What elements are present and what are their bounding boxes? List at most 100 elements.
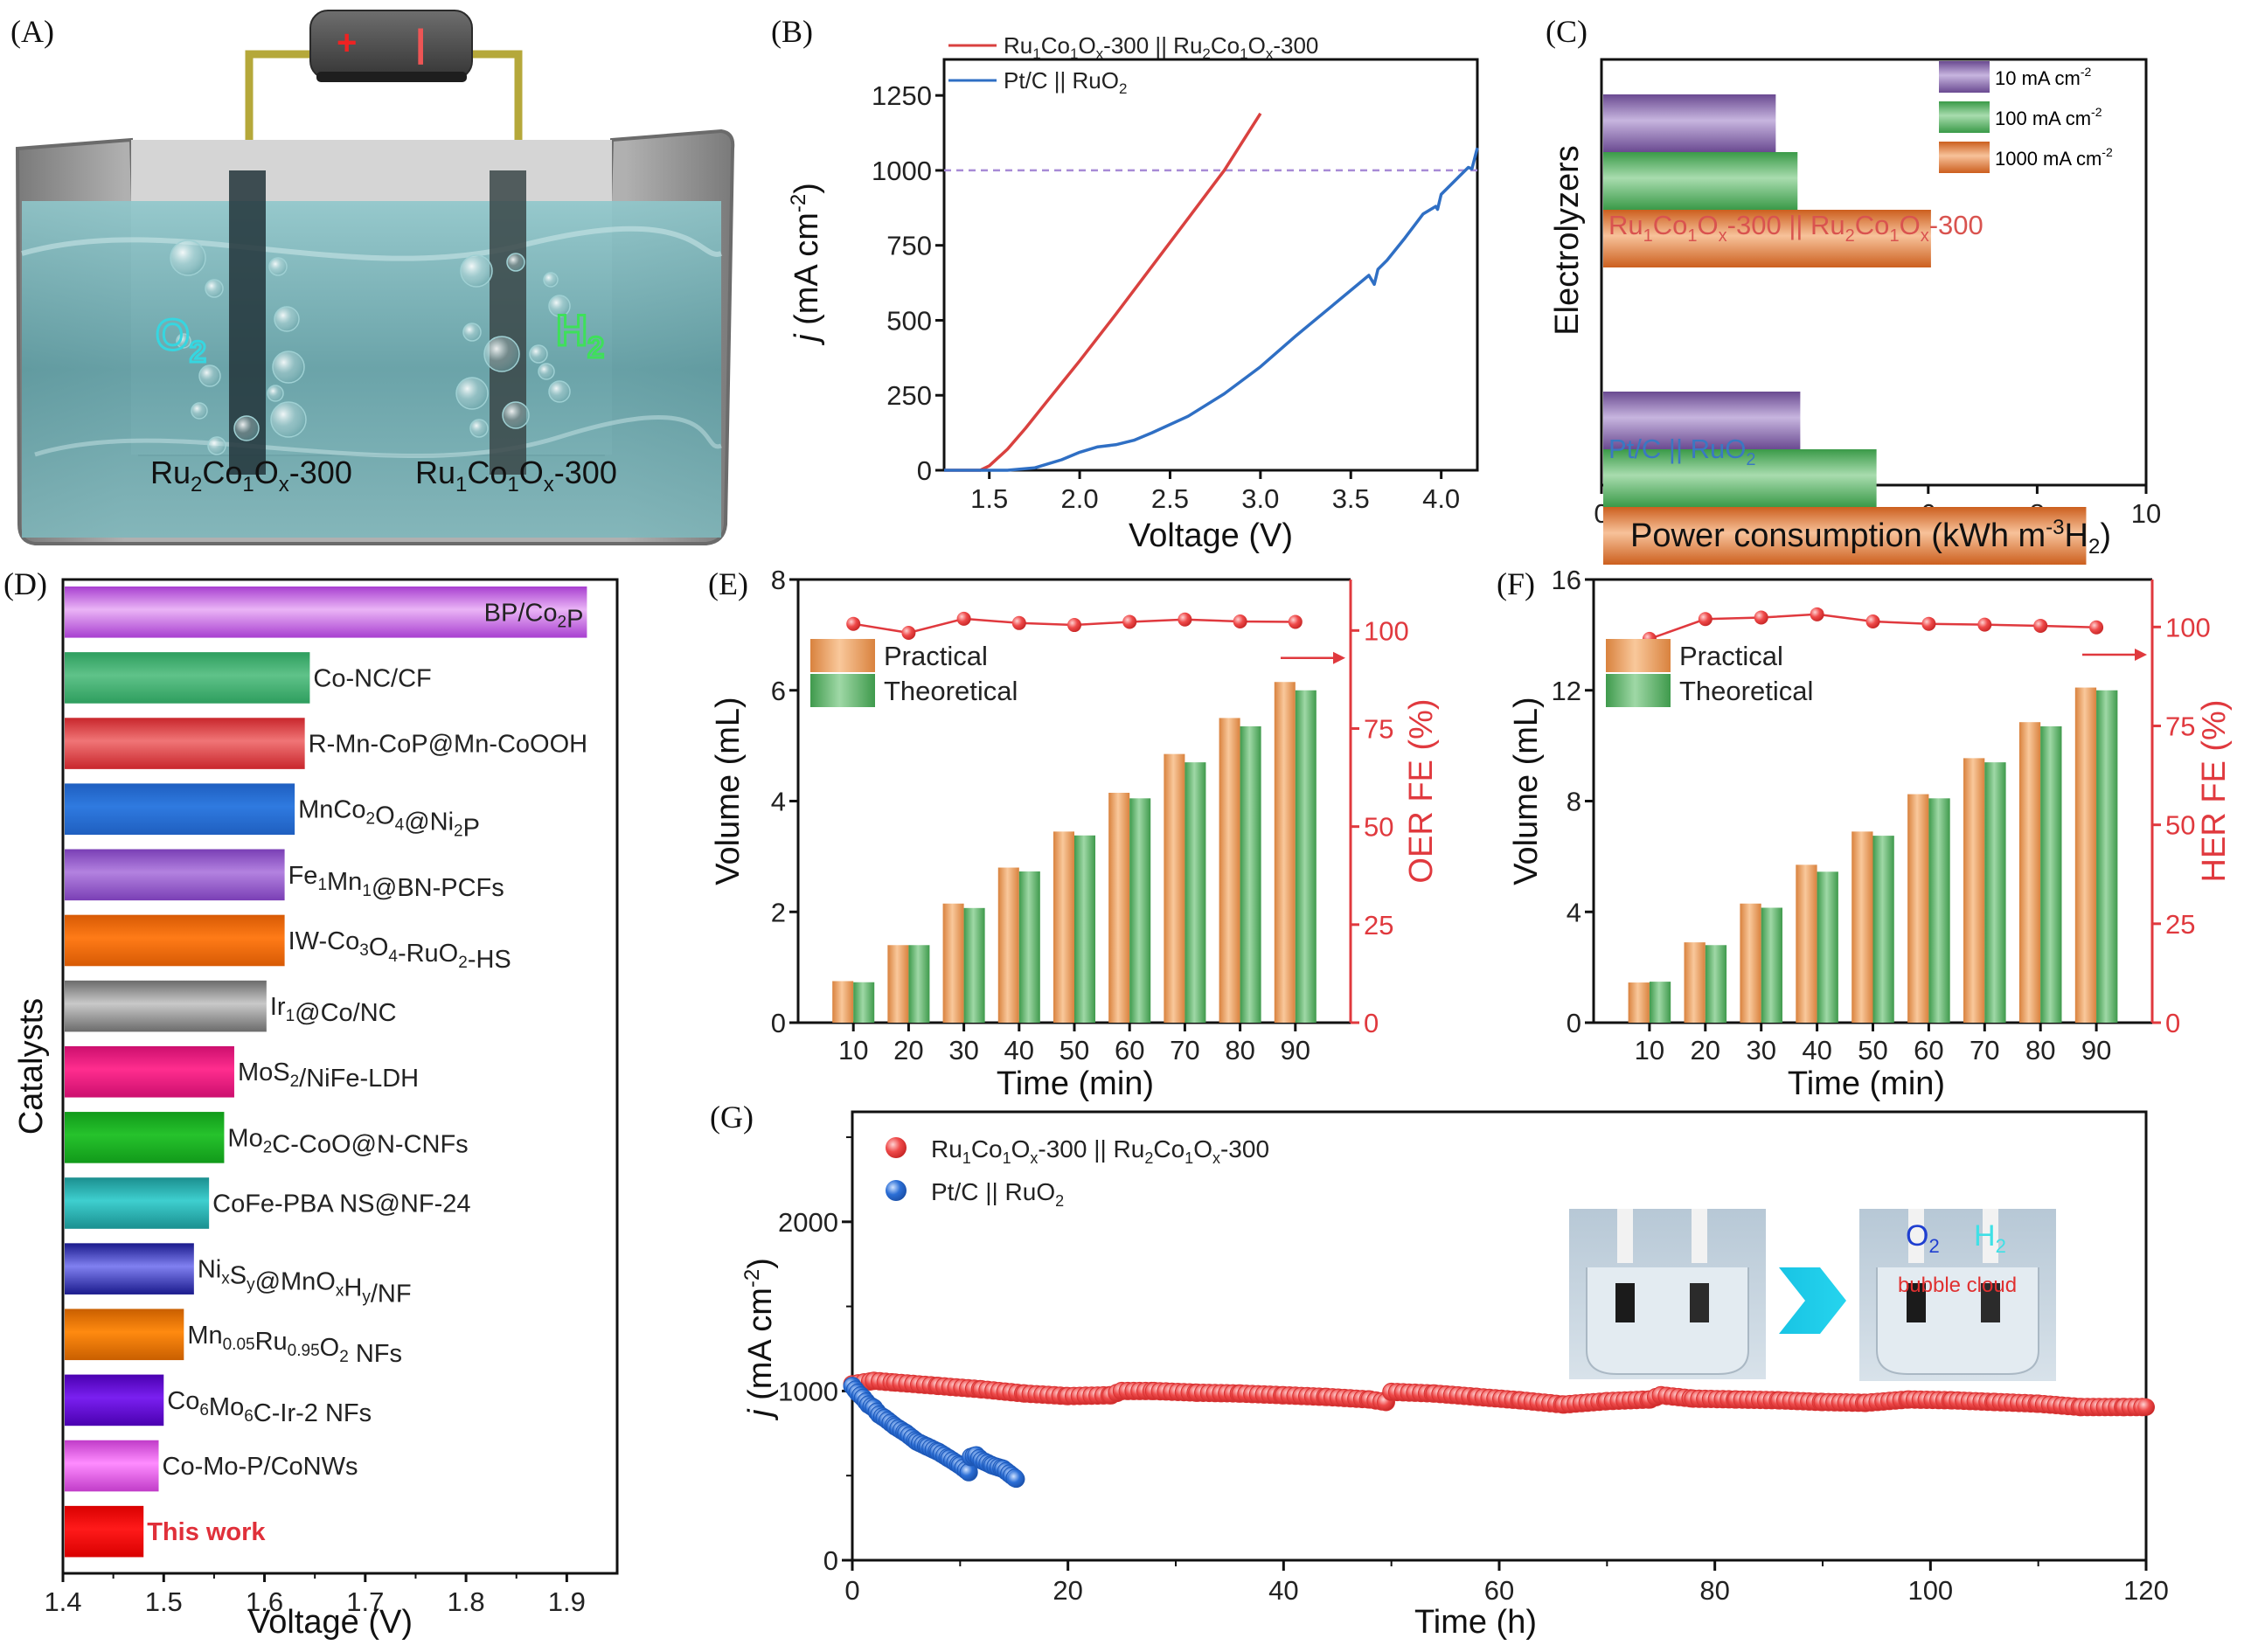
x-tick-label: 100 (1907, 1575, 1953, 1606)
x-tick-label: 20 (1691, 1035, 1720, 1065)
panel-label-a: (A) (10, 14, 54, 49)
x-axis-title: Power consumption (kWh m-3H2) (1630, 516, 2111, 559)
panel-label-f: (F) (1497, 566, 1535, 601)
bubble (506, 253, 525, 272)
bubbles (170, 239, 571, 455)
bars: BP/Co2P Co-NC/CF R-Mn-CoP@Mn-CoOOH MnCo2O4@… (65, 587, 587, 1558)
x-tick-label: 1.5 (970, 483, 1008, 514)
bubble (272, 351, 305, 384)
legend: 10 mA cm-2 100 mA cm-2 1000 mA cm-2 (1939, 61, 2113, 173)
legend-label: Theoretical (1679, 676, 1813, 706)
bars (1628, 687, 2118, 1023)
series-line-pt (944, 147, 1479, 472)
bar-theoretical (1761, 907, 1782, 1023)
bar (65, 1374, 164, 1426)
bubble (274, 306, 300, 332)
y-right-tick-label: 25 (1364, 910, 1393, 941)
panel-label-b: (B) (771, 14, 813, 49)
category-label: Co-NC/CF (313, 664, 431, 692)
bar-practical (1164, 753, 1185, 1023)
y-right-tick-label: 25 (2165, 909, 2195, 940)
y-tick-label: 16 (1552, 565, 1581, 595)
y-tick-label: 1250 (872, 80, 932, 111)
fe-point (1288, 614, 1303, 629)
y-tick-label: 750 (886, 231, 932, 261)
panel-b-chart: (B) 1.5 2.0 2.5 3.0 3.5 4.0 0 250 500 750 1000 1250… (771, 14, 1479, 554)
fe-point (1178, 612, 1192, 627)
legend-label: 10 mA cm-2 (1995, 65, 2091, 89)
legend: Ru1Co1Ox-300 || Ru2Co1Ox-300 Pt/C || RuO… (886, 1135, 1269, 1210)
category-label: Co6Mo6C-Ir-2 NFs (167, 1387, 372, 1427)
battery-icon: + | (309, 10, 473, 82)
bar-practical (997, 867, 1019, 1023)
bubble (268, 257, 288, 276)
bar (65, 1505, 144, 1558)
x-tick-label: 10 (838, 1035, 868, 1065)
category-label: Ir1@Co/NC (270, 993, 397, 1027)
bar (65, 1112, 225, 1163)
bubble (270, 401, 307, 438)
y-right-tick-label: 75 (2165, 711, 2195, 741)
x-tick-label: 90 (1281, 1035, 1310, 1065)
fe-point (1977, 617, 1992, 632)
legend: Practical Theoretical (1606, 639, 1813, 707)
x-tick-label: 70 (1170, 1035, 1199, 1065)
photo-before (1569, 1209, 1766, 1379)
fe-point (1921, 616, 1936, 631)
y-right-tick-label: 0 (1364, 1008, 1379, 1038)
x-tick-label: 60 (1914, 1035, 1943, 1065)
bubble (529, 344, 548, 364)
category-label: IW-Co3O4-RuO2-HS (288, 927, 511, 974)
bubble (233, 415, 260, 441)
y-axis-right-title: HER FE (%) (2196, 700, 2233, 883)
bar (65, 1045, 234, 1098)
legend-label-pt: Pt/C || RuO2 (931, 1178, 1064, 1210)
x-tick-label: 90 (2081, 1035, 2111, 1065)
bar-pt-1 (1603, 449, 1877, 507)
x-tick-label: 60 (1115, 1035, 1144, 1065)
bubble (267, 385, 284, 402)
bar-theoretical (1984, 762, 2006, 1023)
category-label: This work (147, 1518, 266, 1546)
bar-practical (1796, 864, 1817, 1023)
panel-d-chart: (D) 1.4 1.5 1.6 1.7 1.8 1.9 BP/Co2P Co-NC/CF R-… (3, 566, 619, 1641)
y-tick-label: 0 (917, 455, 932, 486)
bar-pt-2 (1603, 507, 2087, 565)
x-tick-label: 40 (1268, 1575, 1298, 1606)
bar (65, 587, 587, 638)
bars (832, 682, 1317, 1023)
y-tick-label: 1000 (778, 1376, 838, 1406)
y-right-tick-label: 100 (1364, 615, 1409, 646)
x-tick-label: 2.5 (1151, 483, 1189, 514)
panel-label-c: (C) (1546, 14, 1587, 49)
fe-point (846, 616, 861, 631)
x-axis-title: Time (min) (997, 1065, 1154, 1102)
fe-point (1698, 612, 1713, 627)
bar-ru-0 (1603, 94, 1776, 152)
bar-ru-1 (1603, 152, 1798, 210)
plot-area: 0 20 40 60 80 100 120 0 1000 2000 (778, 1110, 2169, 1606)
bar (65, 1177, 210, 1229)
bar-practical (832, 981, 854, 1023)
y-axis-right-title: OER FE (%) (1403, 698, 1440, 883)
category-label: Mn0.05Ru0.95O2 NFs (187, 1322, 402, 1368)
bar-practical (1740, 903, 1761, 1023)
series-lines (944, 112, 1479, 472)
bar-practical (1963, 758, 1985, 1023)
category-label: NixSy@MnOxHy/NF (198, 1256, 412, 1308)
fe-point (1754, 610, 1768, 625)
x-tick-label: 2.0 (1061, 483, 1099, 514)
panel-label-e: (E) (708, 566, 748, 601)
category-label-ru: Ru1Co1Ox-300 || Ru2Co1Ox-300 (1608, 210, 1983, 246)
plot-area: 1.4 1.5 1.6 1.7 1.8 1.9 (44, 578, 619, 1617)
bubble (176, 333, 191, 349)
y-tick-label: 8 (771, 565, 786, 595)
point-ru (2137, 1398, 2155, 1416)
x-tick-label: 60 (1484, 1575, 1514, 1606)
bar-practical (1274, 682, 1296, 1023)
x-tick-label: 20 (1053, 1575, 1082, 1606)
x-tick-label: 1.4 (44, 1586, 81, 1617)
bubble (502, 401, 530, 429)
x-tick-label: 1.6 (246, 1586, 283, 1617)
